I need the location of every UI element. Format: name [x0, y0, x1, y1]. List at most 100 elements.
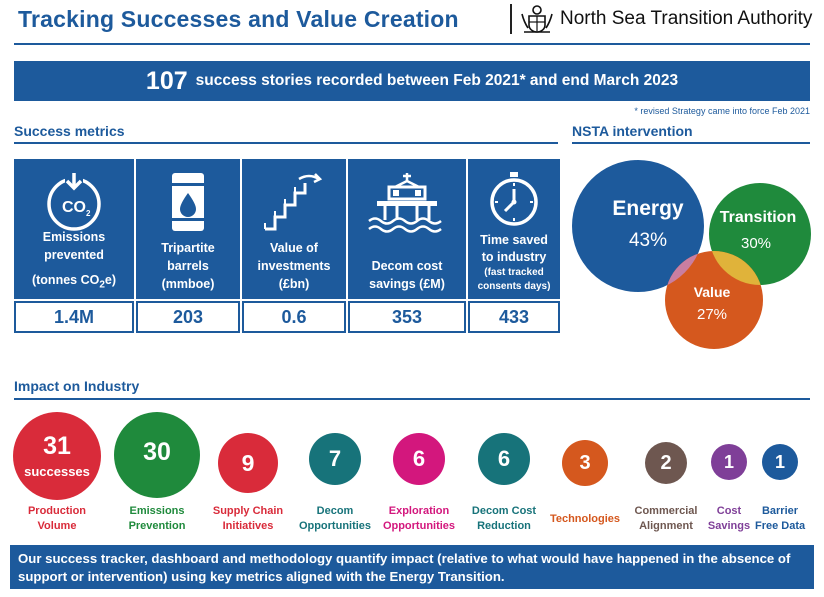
methodology-note: Our success tracker, dashboard and metho… [10, 545, 814, 589]
metric-label-line: Decom cost [371, 258, 443, 273]
venn-label-value: Value [694, 284, 731, 300]
impact-circle-technologies: 3 [562, 440, 608, 486]
metric-unit: (mmboe) [161, 276, 215, 291]
venn-percent-value: 27% [697, 306, 727, 323]
metric-tripartite-barrels: Tripartite barrels (mmboe) [136, 159, 240, 299]
platform-decommission-icon [368, 173, 442, 233]
impact-heading: Impact on Industry [14, 378, 140, 394]
metric-unit: (tonnes CO2e) [16, 271, 132, 293]
impact-circle-emissions-prevention: 30 [114, 412, 200, 498]
venn-label-transition: Transition [720, 209, 796, 226]
metric-unit-line: consents days) [477, 280, 551, 292]
impact-label-line: Exploration [388, 505, 450, 517]
strategy-footnote: * revised Strategy came into force Feb 2… [634, 106, 810, 116]
impact-label-decom-opportunities: Decom Opportunities [295, 504, 375, 534]
metric-unit-subscript: 2 [99, 279, 105, 291]
impact-label-line: Decom [316, 505, 354, 517]
metric-value-investments: 0.6 [242, 301, 346, 333]
metric-label-line: investments [257, 258, 331, 273]
impact-circle-production-volume: 31 successes [13, 412, 101, 500]
impact-count: 31 [43, 431, 71, 460]
organisation-name: North Sea Transition Authority [560, 8, 813, 29]
stopwatch-icon [490, 172, 538, 226]
impact-circle-cost-savings: 1 [711, 444, 747, 480]
oil-barrel-icon [172, 173, 204, 231]
impact-label-exploration-opportunities: Exploration Opportunities [379, 504, 459, 534]
metric-label-line: to industry [481, 250, 547, 265]
impact-label-production-volume: Production Volume [17, 504, 97, 534]
metric-value-time-saved: 433 [468, 301, 560, 333]
rising-stairs-icon [264, 173, 323, 231]
success-metrics-rule [14, 142, 558, 144]
impact-label-line: Cost [716, 505, 742, 517]
impact-label-line: Alignment [639, 519, 693, 532]
impact-sub-label: successes [24, 463, 90, 479]
metric-emissions-prevented: CO 2 Emissions prevented (tonnes CO2e) [14, 159, 134, 299]
logo-divider [510, 4, 512, 34]
metric-label-line: Emissions [42, 229, 106, 244]
impact-circle-decom-opportunities: 7 [309, 433, 361, 485]
impact-label-line: Barrier [761, 505, 799, 517]
impact-count: 7 [328, 446, 342, 471]
impact-label-line: Opportunities [382, 519, 456, 532]
impact-count: 3 [579, 452, 591, 474]
impact-label-line: Reduction [477, 519, 531, 532]
metric-label-line: Value of [270, 240, 318, 255]
summary-banner-text: success stories recorded between Feb 202… [195, 72, 679, 89]
impact-label-line: Emissions [129, 505, 185, 517]
impact-count: 1 [723, 452, 734, 472]
summary-banner: 107 success stories recorded between Feb… [14, 61, 810, 101]
impact-label-line: Supply Chain [212, 505, 284, 517]
impact-rule [14, 398, 810, 400]
metric-unit: (£bn) [278, 276, 310, 291]
impact-circle-commercial-alignment: 2 [645, 442, 687, 484]
impact-circle-supply-chain: 9 [218, 433, 278, 493]
nsta-intervention-heading: NSTA intervention [572, 123, 693, 139]
success-story-count: 107 [145, 66, 188, 95]
impact-label-line: Initiatives [222, 519, 274, 532]
impact-label-commercial-alignment: Commercial Alignment [631, 504, 701, 534]
impact-label-barrier-free-data: Barrier Free Data [755, 504, 805, 534]
svg-text:2: 2 [86, 209, 91, 218]
impact-count: 1 [774, 452, 785, 472]
metric-unit-prefix: (tonnes CO [31, 273, 100, 287]
impact-label-line: Prevention [128, 519, 186, 532]
royal-crest-icon [521, 5, 553, 33]
impact-label-emissions-prevention: Emissions Prevention [117, 504, 197, 534]
venn-circle-energy [572, 160, 704, 292]
impact-label-line: Volume [37, 519, 77, 532]
svg-text:CO: CO [62, 199, 86, 216]
metric-decom-cost-savings: Decom cost savings (£M) [348, 159, 466, 299]
impact-count: 6 [412, 446, 426, 471]
metric-unit: savings (£M) [369, 276, 445, 291]
nsta-intervention-venn: Energy 43% Transition 30% Value 27% [572, 160, 811, 349]
venn-percent-transition: 30% [741, 235, 771, 252]
impact-label-supply-chain: Supply Chain Initiatives [208, 504, 288, 534]
venn-overlap-transition-value [709, 251, 763, 285]
impact-circle-exploration-opportunities: 6 [393, 433, 445, 485]
nsta-intervention-rule [572, 142, 810, 144]
organisation-logo: North Sea Transition Authority [510, 4, 812, 34]
impact-count: 2 [660, 452, 672, 474]
impact-circle-barrier-free-data: 1 [762, 444, 798, 480]
venn-label-energy: Energy [612, 197, 684, 220]
metric-label-line: barrels [167, 258, 209, 273]
co2-down-arrow-icon: CO 2 [47, 173, 101, 231]
impact-label-technologies: Technologies [545, 512, 625, 527]
metric-value-of-investments: Value of investments (£bn) [242, 159, 346, 299]
metric-label-line: prevented [44, 247, 104, 262]
metric-unit-line: (fast tracked [484, 267, 544, 278]
impact-label-decom-cost-reduction: Decom Cost Reduction [464, 504, 544, 534]
impact-circle-decom-cost-reduction: 6 [478, 433, 530, 485]
impact-label-line: Free Data [755, 519, 806, 532]
success-metrics-heading: Success metrics [14, 123, 125, 139]
metric-unit-suffix: e) [104, 273, 117, 287]
metric-value-barrels: 203 [136, 301, 240, 333]
impact-label-line: Decom Cost [471, 505, 537, 517]
impact-label-line: Savings [707, 519, 751, 532]
venn-percent-energy: 43% [629, 230, 667, 251]
metric-label-line: Tripartite [161, 240, 215, 255]
metric-label-line: Time saved [480, 233, 548, 248]
impact-count: 30 [143, 437, 171, 466]
impact-label-line: Opportunities [298, 519, 372, 532]
